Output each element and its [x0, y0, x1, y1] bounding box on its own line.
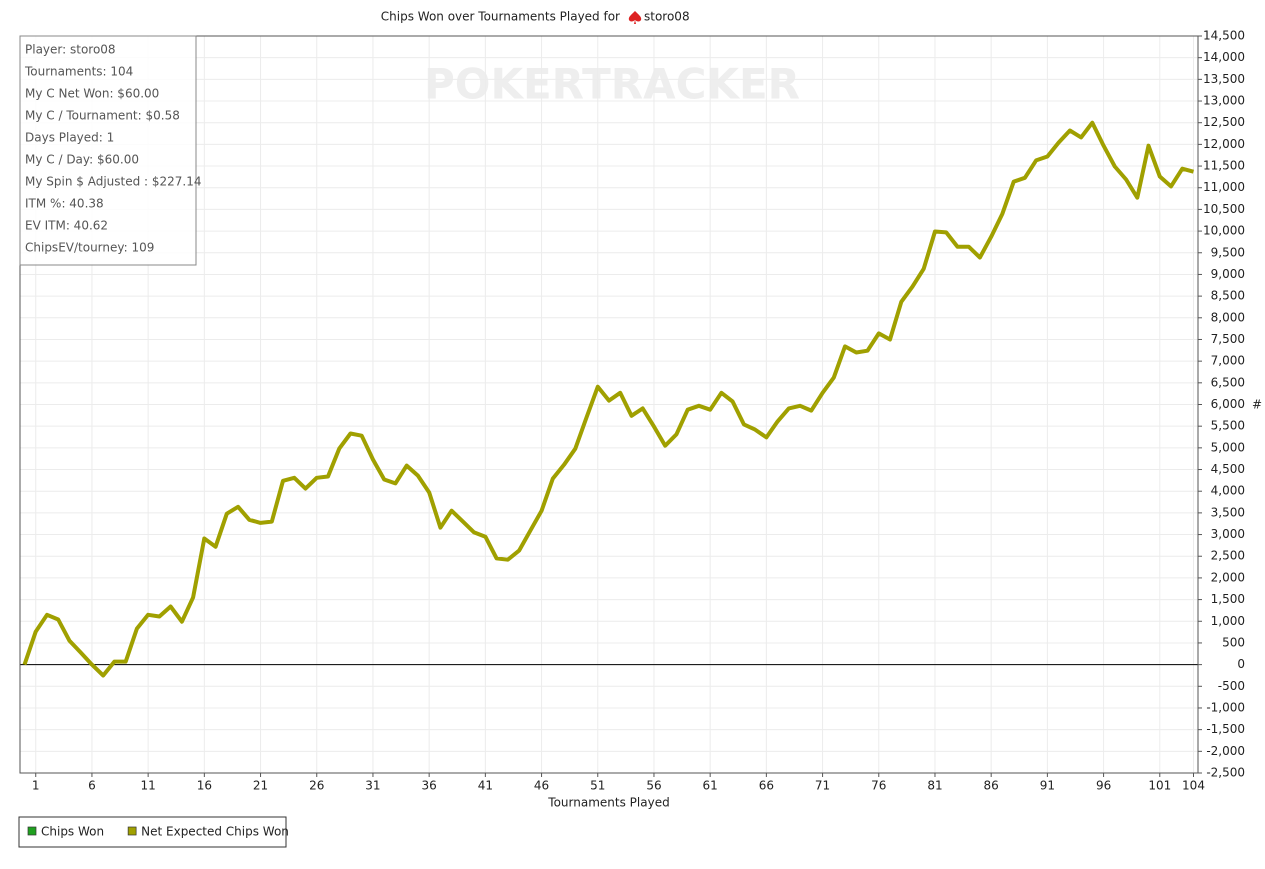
player-name: storo08 [644, 10, 690, 24]
x-tick-label: 31 [365, 779, 380, 793]
stat-line: My Spin $ Adjusted : $227.14 [25, 175, 202, 189]
y-tick-label: 0 [1237, 657, 1245, 671]
legend-label: Chips Won [41, 825, 104, 839]
y-tick-label: 3,500 [1211, 505, 1245, 519]
x-tick-label: 41 [478, 779, 493, 793]
y-tick-label: 12,500 [1203, 115, 1245, 129]
x-tick-label: 104 [1182, 779, 1205, 793]
y-tick-label: 14,500 [1203, 29, 1245, 43]
plot-frame [19, 35, 1199, 774]
x-tick-label: 26 [309, 779, 324, 793]
y-tick-label: 2,500 [1211, 549, 1245, 563]
y-tick-label: 12,000 [1203, 137, 1245, 151]
y-tick-label: 10,500 [1203, 202, 1245, 216]
spade-icon [628, 11, 642, 24]
y-tick-label: 7,000 [1211, 354, 1245, 368]
y-tick-label: -500 [1218, 679, 1245, 693]
y-tick-label: 1,000 [1211, 614, 1245, 628]
stat-line: ChipsEV/tourney: 109 [25, 241, 154, 255]
y-tick-label: 10,000 [1203, 224, 1245, 238]
y-tick-label: 9,500 [1211, 245, 1245, 259]
y-tick-label: 7,500 [1211, 332, 1245, 346]
x-tick-label: 11 [141, 779, 156, 793]
y-tick-label: 5,500 [1211, 419, 1245, 433]
y-tick-label: 6,000 [1211, 397, 1245, 411]
chart-title: Chips Won over Tournaments Played for [381, 10, 620, 24]
y-tick-label: 8,000 [1211, 310, 1245, 324]
stat-line: My C Net Won: $60.00 [25, 87, 159, 101]
x-tick-label: 56 [646, 779, 661, 793]
legend-swatch [27, 826, 37, 836]
legend-box [18, 816, 287, 848]
x-tick-label: 76 [871, 779, 886, 793]
stat-line: Player: storo08 [25, 43, 116, 57]
legend-label: Net Expected Chips Won [141, 825, 289, 839]
x-tick-label: 21 [253, 779, 268, 793]
y-tick-label: 14,000 [1203, 50, 1245, 64]
stat-line: Days Played: 1 [25, 131, 114, 145]
y-tick-label: 9,000 [1211, 267, 1245, 281]
y-tick-label: 500 [1222, 635, 1245, 649]
y-tick-label: 6,500 [1211, 375, 1245, 389]
x-tick-label: 46 [534, 779, 549, 793]
x-tick-label: 1 [32, 779, 40, 793]
y-axis-label: # [1252, 398, 1262, 412]
y-tick-label: -1,500 [1206, 722, 1245, 736]
stat-line: EV ITM: 40.62 [25, 219, 108, 233]
y-tick-label: -1,000 [1206, 700, 1245, 714]
stat-line: Tournaments: 104 [24, 65, 133, 79]
stat-line: My C / Tournament: $0.58 [25, 109, 180, 123]
y-tick-label: -2,000 [1206, 744, 1245, 758]
y-tick-label: 11,000 [1203, 180, 1245, 194]
y-tick-label: 4,000 [1211, 484, 1245, 498]
x-tick-label: 16 [197, 779, 212, 793]
y-tick-label: 13,500 [1203, 72, 1245, 86]
x-tick-label: 81 [927, 779, 942, 793]
legend-swatch [127, 826, 137, 836]
x-tick-label: 91 [1040, 779, 1055, 793]
y-tick-label: 2,000 [1211, 570, 1245, 584]
y-tick-label: 8,500 [1211, 289, 1245, 303]
x-tick-label: 36 [422, 779, 437, 793]
y-tick-label: 11,500 [1203, 159, 1245, 173]
stat-line: ITM %: 40.38 [25, 197, 104, 211]
x-tick-label: 96 [1096, 779, 1111, 793]
stats-box [19, 35, 197, 266]
stat-line: My C / Day: $60.00 [25, 153, 139, 167]
y-tick-label: 3,000 [1211, 527, 1245, 541]
x-tick-label: 86 [984, 779, 999, 793]
x-tick-label: 101 [1148, 779, 1171, 793]
x-tick-label: 71 [815, 779, 830, 793]
data-line [22, 120, 1195, 678]
y-tick-label: -2,500 [1206, 766, 1245, 780]
watermark: POKERTRACKER [424, 60, 800, 109]
y-tick-label: 4,500 [1211, 462, 1245, 476]
x-tick-label: 51 [590, 779, 605, 793]
y-tick-label: 5,000 [1211, 440, 1245, 454]
y-tick-label: 13,000 [1203, 94, 1245, 108]
x-axis-label: Tournaments Played [547, 796, 669, 810]
x-tick-label: 61 [703, 779, 718, 793]
y-tick-label: 1,500 [1211, 592, 1245, 606]
x-tick-label: 66 [759, 779, 774, 793]
x-tick-label: 6 [88, 779, 96, 793]
